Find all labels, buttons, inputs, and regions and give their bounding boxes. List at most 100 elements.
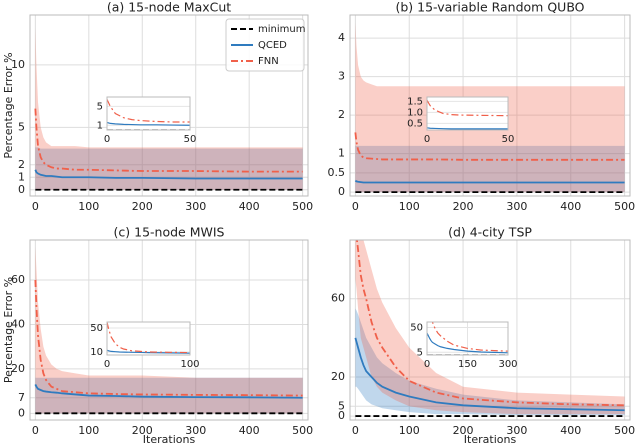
inset-line bbox=[431, 322, 508, 352]
band bbox=[35, 27, 303, 190]
inset-frame bbox=[106, 321, 191, 356]
legend-box bbox=[225, 18, 305, 72]
inset-frame bbox=[426, 321, 509, 356]
y-tick-label: 0 bbox=[18, 183, 25, 196]
x-tick-label: 0 bbox=[352, 200, 359, 213]
series-line bbox=[354, 337, 625, 412]
inset-content bbox=[427, 99, 508, 130]
x-tick-label: 200 bbox=[132, 200, 153, 213]
y-tick-label: 2 bbox=[18, 158, 25, 171]
inset-y-tick-label: 5 bbox=[97, 101, 103, 112]
x-tick-label: 300 bbox=[185, 200, 206, 213]
series-line bbox=[354, 179, 625, 184]
x-tick-label: 0 bbox=[32, 200, 39, 213]
y-tick-label: 4 bbox=[338, 31, 345, 44]
x-tick-label: 500 bbox=[292, 200, 313, 213]
plot-content bbox=[34, 246, 303, 415]
x-tick-label: 0 bbox=[32, 424, 39, 437]
inset-area bbox=[107, 322, 190, 355]
y-tick-label: 1 bbox=[18, 170, 25, 183]
plot-frame bbox=[29, 239, 309, 421]
plot-content bbox=[34, 27, 303, 191]
x-tick-label: 0 bbox=[352, 424, 359, 437]
y-tick-label: 2 bbox=[338, 108, 345, 121]
chart-title: (a) 15-node MaxCut bbox=[107, 0, 231, 15]
series-line bbox=[34, 108, 303, 173]
x-tick-label: 100 bbox=[399, 200, 420, 213]
series-line bbox=[34, 279, 303, 397]
y-tick-label: 0.5 bbox=[328, 166, 346, 179]
inset-frame bbox=[106, 96, 191, 131]
x-tick-label: 500 bbox=[614, 424, 635, 437]
series-line bbox=[354, 132, 625, 161]
inset-line bbox=[107, 99, 190, 123]
inset-line bbox=[107, 121, 190, 126]
x-tick-label: 200 bbox=[453, 200, 474, 213]
inset-content bbox=[107, 322, 190, 354]
plot-frame bbox=[349, 239, 631, 421]
y-tick-label: 60 bbox=[331, 292, 345, 305]
inset-y-tick-label: 50 bbox=[410, 323, 423, 334]
inset-y-tick-label: 1.5 bbox=[407, 96, 423, 107]
inset-line bbox=[107, 322, 190, 354]
plot-frame bbox=[349, 14, 631, 197]
inset-line bbox=[427, 332, 508, 354]
x-tick-label: 300 bbox=[185, 424, 206, 437]
x-tick-label: 300 bbox=[506, 424, 527, 437]
y-axis-label: Percentage Error % bbox=[2, 277, 15, 383]
y-tick-label: 0 bbox=[338, 409, 345, 422]
series-line bbox=[356, 240, 625, 407]
inset-y-tick-label: 10 bbox=[90, 347, 103, 358]
inset-x-tick-label: 150 bbox=[458, 359, 477, 370]
y-tick-label: 20 bbox=[331, 370, 345, 383]
inset-line bbox=[427, 127, 508, 130]
inset-frame bbox=[426, 96, 509, 131]
legend-label: minimum bbox=[258, 24, 305, 35]
x-tick-label: 200 bbox=[453, 424, 474, 437]
y-tick-label: 7 bbox=[18, 391, 25, 404]
x-axis-label: Iterations bbox=[464, 433, 517, 446]
chart-title: (d) 4-city TSP bbox=[448, 225, 532, 240]
legend-label: QCED bbox=[258, 40, 287, 51]
inset-y-tick-label: 1 bbox=[97, 120, 103, 131]
inset-content bbox=[107, 99, 190, 130]
x-tick-label: 200 bbox=[132, 424, 153, 437]
inset-x-tick-label: 0 bbox=[104, 359, 110, 370]
inset-line bbox=[427, 99, 508, 117]
y-tick-label: 60 bbox=[11, 273, 25, 286]
inset-x-tick-label: 50 bbox=[184, 134, 197, 145]
x-tick-label: 400 bbox=[239, 200, 260, 213]
inset-x-tick-label: 50 bbox=[502, 134, 515, 145]
inset-content bbox=[427, 322, 508, 355]
y-tick-label: 40 bbox=[11, 317, 25, 330]
y-tick-label: 5 bbox=[18, 120, 25, 133]
x-tick-label: 400 bbox=[239, 424, 260, 437]
inset-x-tick-label: 100 bbox=[180, 359, 199, 370]
x-tick-label: 100 bbox=[399, 424, 420, 437]
y-tick-label: 0 bbox=[18, 406, 25, 419]
x-tick-label: 300 bbox=[506, 200, 527, 213]
x-tick-label: 100 bbox=[78, 424, 99, 437]
legend-label: FNN bbox=[258, 56, 279, 67]
series-line bbox=[34, 384, 303, 399]
y-tick-label: 0 bbox=[338, 185, 345, 198]
inset-x-tick-label: 0 bbox=[424, 134, 430, 145]
band bbox=[355, 308, 625, 416]
inset-y-tick-label: 5 bbox=[417, 347, 423, 358]
inset-y-tick-label: 1.0 bbox=[407, 107, 423, 118]
inset-x-tick-label: 300 bbox=[498, 359, 517, 370]
x-tick-label: 400 bbox=[560, 200, 581, 213]
inset-x-tick-label: 0 bbox=[104, 134, 110, 145]
series-line bbox=[34, 169, 303, 180]
inset-x-tick-label: 0 bbox=[424, 359, 430, 370]
y-tick-label: 3 bbox=[338, 70, 345, 83]
y-tick-label: 10 bbox=[11, 58, 25, 71]
chart-title: (c) 15-node MWIS bbox=[114, 225, 225, 240]
x-tick-label: 100 bbox=[78, 200, 99, 213]
band bbox=[355, 240, 625, 415]
plot-content bbox=[354, 240, 625, 417]
band bbox=[355, 145, 625, 193]
x-tick-label: 500 bbox=[292, 424, 313, 437]
y-tick-label: 5 bbox=[338, 399, 345, 412]
plot-frame bbox=[29, 14, 309, 197]
